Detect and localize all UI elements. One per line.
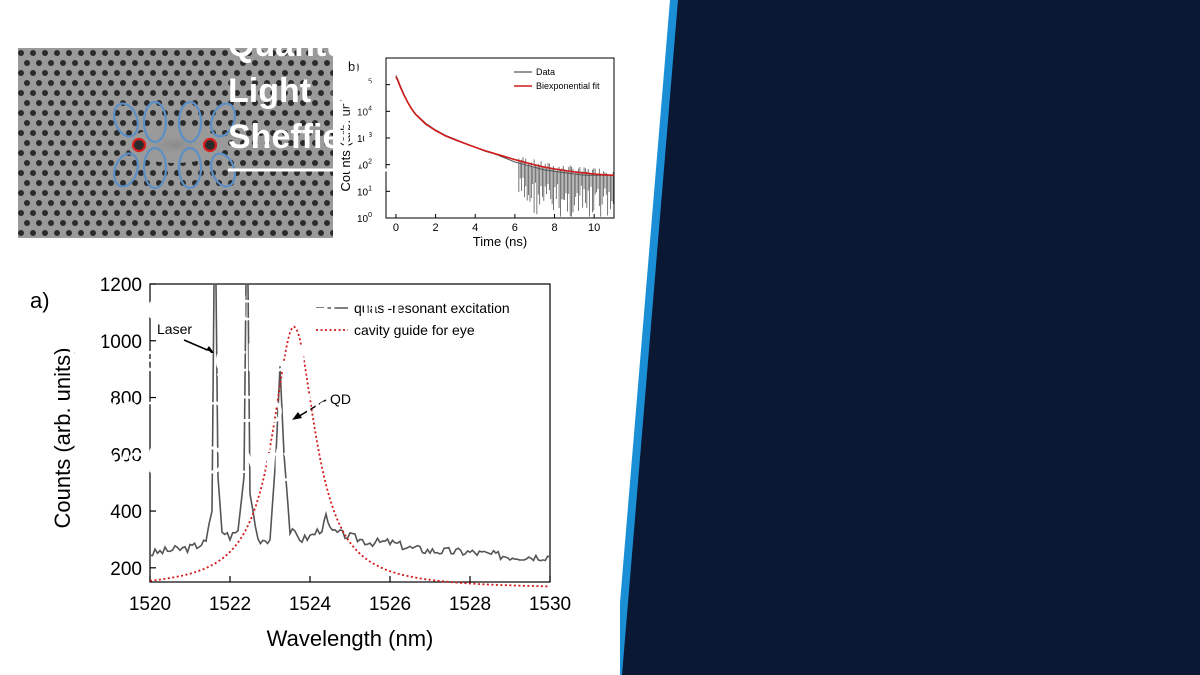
accent-stripe: [620, 0, 678, 675]
chart-a-y-tick-label: 600: [110, 445, 142, 466]
chart-a-x-tick-label: 1520: [129, 594, 171, 615]
chart-a-y-ticks: 200 400 600 800 1000 1200: [100, 275, 156, 580]
chart-a-x-tick-label: 1522: [209, 594, 251, 615]
chart-a-y-tick-label: 400: [110, 502, 142, 523]
chart-b-y-tick-label: 100: [357, 212, 372, 225]
chart-a-x-ticks: 1520 1522 1524 1526 1528 1530: [129, 576, 571, 615]
chart-b-x-tick-label: 8: [551, 222, 557, 234]
chart-b-legend: Data Biexponential fit: [514, 67, 600, 91]
chart-b-panel-label: b): [348, 59, 360, 74]
chart-b-x-tick-label: 4: [472, 222, 478, 234]
chart-a-x-tick-label: 1530: [529, 594, 571, 615]
chart-a-series-cavity: [149, 325, 550, 588]
chart-a-spectrum: 1520 1522 1524 1526 1528 1530 200 400 600 800 100…: [30, 275, 571, 651]
chart-b-x-tick-label: 6: [512, 222, 518, 234]
chart-a-x-tick-label: 1524: [289, 594, 332, 615]
article-headline: Purcell-Enhanced Single Photons at Telec…: [68, 236, 525, 482]
chart-b-x-tick-label: 2: [433, 222, 439, 234]
chart-b-legend-fit: Biexponential fit: [536, 81, 600, 91]
chart-a-x-tick-label: 1526: [369, 594, 411, 615]
chart-a-ylabel: Counts (arb. units): [50, 348, 75, 529]
chart-b-y-tick-label: 101: [357, 185, 372, 198]
chart-b-x-ticks: 0 2 4 6 8 10: [393, 214, 600, 234]
chart-a-annotation-qd: QD: [292, 391, 351, 420]
chart-b-x-tick-label: 0: [393, 222, 399, 234]
navy-background: [620, 0, 1200, 675]
chart-b-ylabel: Counts (arb. units): [338, 85, 353, 192]
chart-b-series-fit: [395, 76, 615, 177]
quantum-light-sheffield-logo: Quantum Light Sheffield: [228, 18, 418, 174]
chart-a-x-tick-label: 1528: [449, 594, 491, 615]
chart-a-y-tick-label: 800: [110, 389, 142, 410]
title-panel: [620, 0, 1200, 675]
chart-a-y-tick-label: 1200: [100, 275, 142, 296]
chart-a-legend: quasi-resonant excitation cavity guide f…: [316, 300, 510, 338]
logo-line-1: Quantum: [228, 26, 377, 64]
chart-a-xlabel: Wavelength (nm): [267, 626, 434, 651]
chart-b-legend-data: Data: [536, 67, 555, 77]
chart-a-legend-quasi-resonant: quasi-resonant excitation: [354, 300, 510, 316]
chart-a-legend-cavity: cavity guide for eye: [354, 322, 475, 338]
logo-line-3: Sheffield: [228, 118, 372, 156]
svg-text:Laser: Laser: [157, 321, 192, 337]
chart-a-series-quasi-resonant: [149, 283, 551, 562]
chart-a-annotation-laser: Laser: [157, 321, 214, 353]
chart-a-y-tick-label: 200: [110, 559, 142, 580]
mode-highlight-blue: [113, 100, 236, 190]
mode-highlight-red: [131, 137, 218, 153]
chart-a-panel-label: a): [30, 288, 50, 313]
chart-a-y-tick-label: 1000: [100, 332, 142, 353]
svg-text:QD: QD: [330, 391, 351, 407]
chart-b-xlabel: Time (ns): [473, 234, 527, 249]
chart-b-x-tick-label: 10: [588, 222, 600, 234]
sem-photonic-crystal-image: [18, 48, 333, 238]
logo-line-2: Light: [228, 72, 311, 110]
